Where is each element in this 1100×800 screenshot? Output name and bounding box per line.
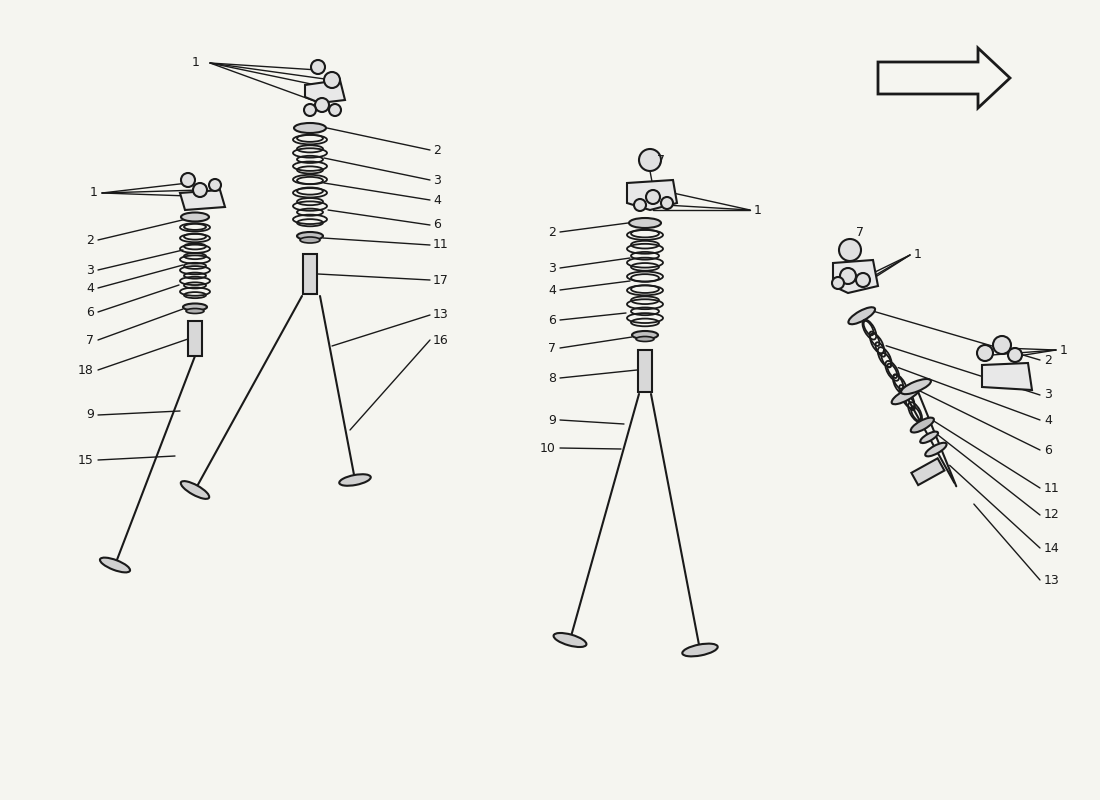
Text: 7: 7 bbox=[657, 154, 665, 166]
Text: 14: 14 bbox=[1044, 542, 1059, 554]
Bar bbox=[188, 321, 202, 356]
Circle shape bbox=[324, 72, 340, 88]
Polygon shape bbox=[982, 363, 1032, 390]
Text: 3: 3 bbox=[433, 174, 441, 186]
Text: 1: 1 bbox=[914, 249, 922, 262]
Text: 4: 4 bbox=[1044, 414, 1052, 426]
Ellipse shape bbox=[892, 386, 920, 404]
Circle shape bbox=[192, 183, 207, 197]
Text: 17: 17 bbox=[433, 274, 449, 286]
Circle shape bbox=[182, 173, 195, 187]
Ellipse shape bbox=[300, 237, 320, 243]
Text: 8: 8 bbox=[548, 371, 556, 385]
Text: 10: 10 bbox=[540, 442, 556, 454]
Polygon shape bbox=[627, 180, 676, 210]
Ellipse shape bbox=[183, 303, 207, 310]
Text: 18: 18 bbox=[78, 363, 94, 377]
Circle shape bbox=[634, 199, 646, 211]
Bar bbox=[638, 350, 652, 392]
Circle shape bbox=[315, 98, 329, 112]
Circle shape bbox=[832, 277, 844, 289]
Ellipse shape bbox=[632, 331, 658, 339]
Circle shape bbox=[840, 268, 856, 284]
Text: 9: 9 bbox=[86, 409, 94, 422]
Text: 6: 6 bbox=[86, 306, 94, 318]
Bar bbox=[912, 458, 945, 485]
Text: 3: 3 bbox=[548, 262, 556, 274]
Circle shape bbox=[639, 149, 661, 171]
Ellipse shape bbox=[911, 418, 934, 433]
Text: 1: 1 bbox=[754, 203, 762, 217]
Circle shape bbox=[646, 190, 660, 204]
Ellipse shape bbox=[682, 644, 717, 656]
Ellipse shape bbox=[100, 558, 130, 572]
Bar bbox=[302, 254, 317, 294]
Polygon shape bbox=[833, 260, 878, 293]
Text: 2: 2 bbox=[548, 226, 556, 238]
Text: 4: 4 bbox=[433, 194, 441, 206]
Text: 2: 2 bbox=[433, 143, 441, 157]
Circle shape bbox=[661, 197, 673, 209]
Polygon shape bbox=[878, 48, 1010, 108]
Text: 7: 7 bbox=[548, 342, 556, 354]
Text: 9: 9 bbox=[548, 414, 556, 426]
Circle shape bbox=[1008, 348, 1022, 362]
Text: 1: 1 bbox=[1060, 343, 1068, 357]
Circle shape bbox=[209, 179, 221, 191]
Text: 7: 7 bbox=[86, 334, 94, 346]
Text: 15: 15 bbox=[78, 454, 94, 466]
Ellipse shape bbox=[629, 218, 661, 228]
Circle shape bbox=[311, 60, 324, 74]
Ellipse shape bbox=[180, 481, 209, 499]
Text: 4: 4 bbox=[86, 282, 94, 294]
Text: 6: 6 bbox=[548, 314, 556, 326]
Ellipse shape bbox=[636, 337, 654, 342]
Text: 16: 16 bbox=[433, 334, 449, 346]
Ellipse shape bbox=[925, 442, 947, 456]
Text: 3: 3 bbox=[86, 263, 94, 277]
Text: 6: 6 bbox=[433, 218, 441, 231]
Polygon shape bbox=[305, 80, 345, 103]
Ellipse shape bbox=[901, 379, 931, 394]
Ellipse shape bbox=[294, 123, 326, 133]
Circle shape bbox=[839, 239, 861, 261]
Ellipse shape bbox=[297, 232, 323, 240]
Text: 7: 7 bbox=[856, 226, 864, 239]
Text: 13: 13 bbox=[1044, 574, 1059, 586]
Text: 1: 1 bbox=[192, 57, 200, 70]
Ellipse shape bbox=[921, 431, 938, 443]
Ellipse shape bbox=[848, 307, 876, 324]
Circle shape bbox=[977, 345, 993, 361]
Text: 11: 11 bbox=[1044, 482, 1059, 494]
Text: 1: 1 bbox=[90, 186, 98, 199]
Ellipse shape bbox=[339, 474, 371, 486]
Text: 13: 13 bbox=[433, 309, 449, 322]
Text: 4: 4 bbox=[548, 283, 556, 297]
Circle shape bbox=[304, 104, 316, 116]
Ellipse shape bbox=[553, 633, 586, 647]
Circle shape bbox=[856, 273, 870, 287]
Text: 2: 2 bbox=[86, 234, 94, 246]
Text: 2: 2 bbox=[1044, 354, 1052, 366]
Polygon shape bbox=[180, 190, 226, 210]
Text: 11: 11 bbox=[433, 238, 449, 251]
Circle shape bbox=[329, 104, 341, 116]
Text: 6: 6 bbox=[1044, 443, 1052, 457]
Circle shape bbox=[993, 336, 1011, 354]
Ellipse shape bbox=[182, 213, 209, 222]
Text: 3: 3 bbox=[1044, 389, 1052, 402]
Ellipse shape bbox=[186, 309, 204, 314]
Text: 12: 12 bbox=[1044, 509, 1059, 522]
